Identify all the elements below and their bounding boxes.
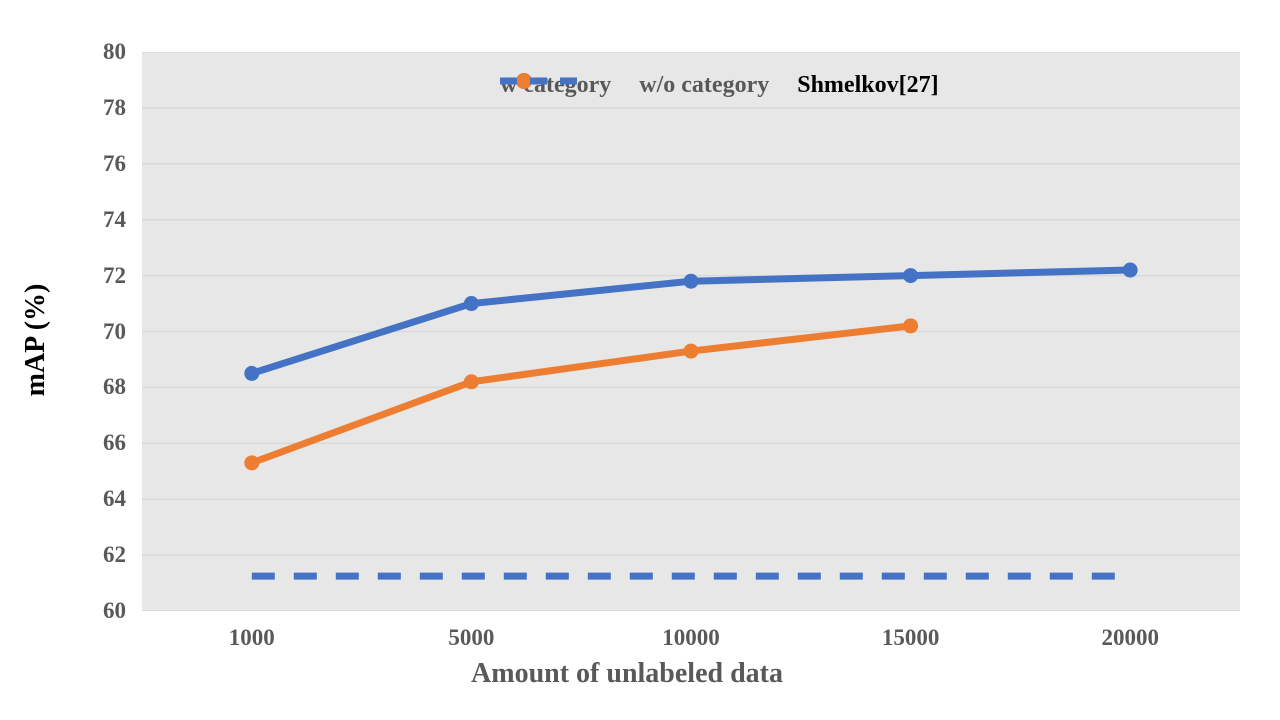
x-tick-label: 1000: [228, 625, 275, 650]
series-line-w-o-category: [248, 322, 915, 467]
data-point-marker: [683, 273, 699, 289]
y-tick-label: 64: [103, 486, 126, 512]
legend-sample-dashed-line-icon: [500, 77, 584, 85]
legend: w category w/o category Shmelkov[27]: [500, 72, 939, 99]
y-tick-label: 78: [103, 94, 126, 120]
data-point-marker: [683, 343, 699, 359]
plot-area: w category w/o category Shmelkov[27]: [142, 52, 1240, 611]
data-point-marker: [903, 318, 919, 334]
y-tick-label: 74: [103, 206, 126, 232]
x-tick-label: 15000: [881, 625, 940, 650]
y-axis-title: mAP (%): [20, 283, 51, 397]
legend-item-wo-category: w/o category: [500, 72, 770, 99]
y-tick-label: 80: [103, 39, 126, 64]
data-point-marker: [1122, 262, 1138, 278]
data-point-marker: [244, 455, 260, 471]
legend-item-shmelkov: Shmelkov[27]: [500, 72, 939, 99]
x-tick-label: 20000: [1101, 625, 1159, 650]
y-tick-label: 76: [103, 150, 126, 176]
y-tick-label: 72: [103, 262, 126, 288]
y-tick-label: 62: [103, 542, 126, 568]
legend-item-label: w/o category: [639, 72, 770, 98]
y-tick-label: 70: [103, 318, 126, 344]
y-tick-label: 68: [103, 374, 126, 400]
x-tick-label: 5000: [448, 625, 495, 650]
y-tick-label: 60: [103, 598, 126, 623]
data-point-marker: [463, 374, 479, 390]
data-point-marker: [903, 268, 919, 284]
legend-item-label: Shmelkov[27]: [797, 72, 939, 98]
x-axis-title: Amount of unlabeled data: [471, 658, 783, 689]
data-point-marker: [463, 296, 479, 312]
y-tick-label: 66: [103, 430, 126, 456]
x-tick-label: 10000: [662, 625, 720, 650]
series-plot: [142, 52, 1240, 611]
data-point-marker: [244, 365, 260, 381]
